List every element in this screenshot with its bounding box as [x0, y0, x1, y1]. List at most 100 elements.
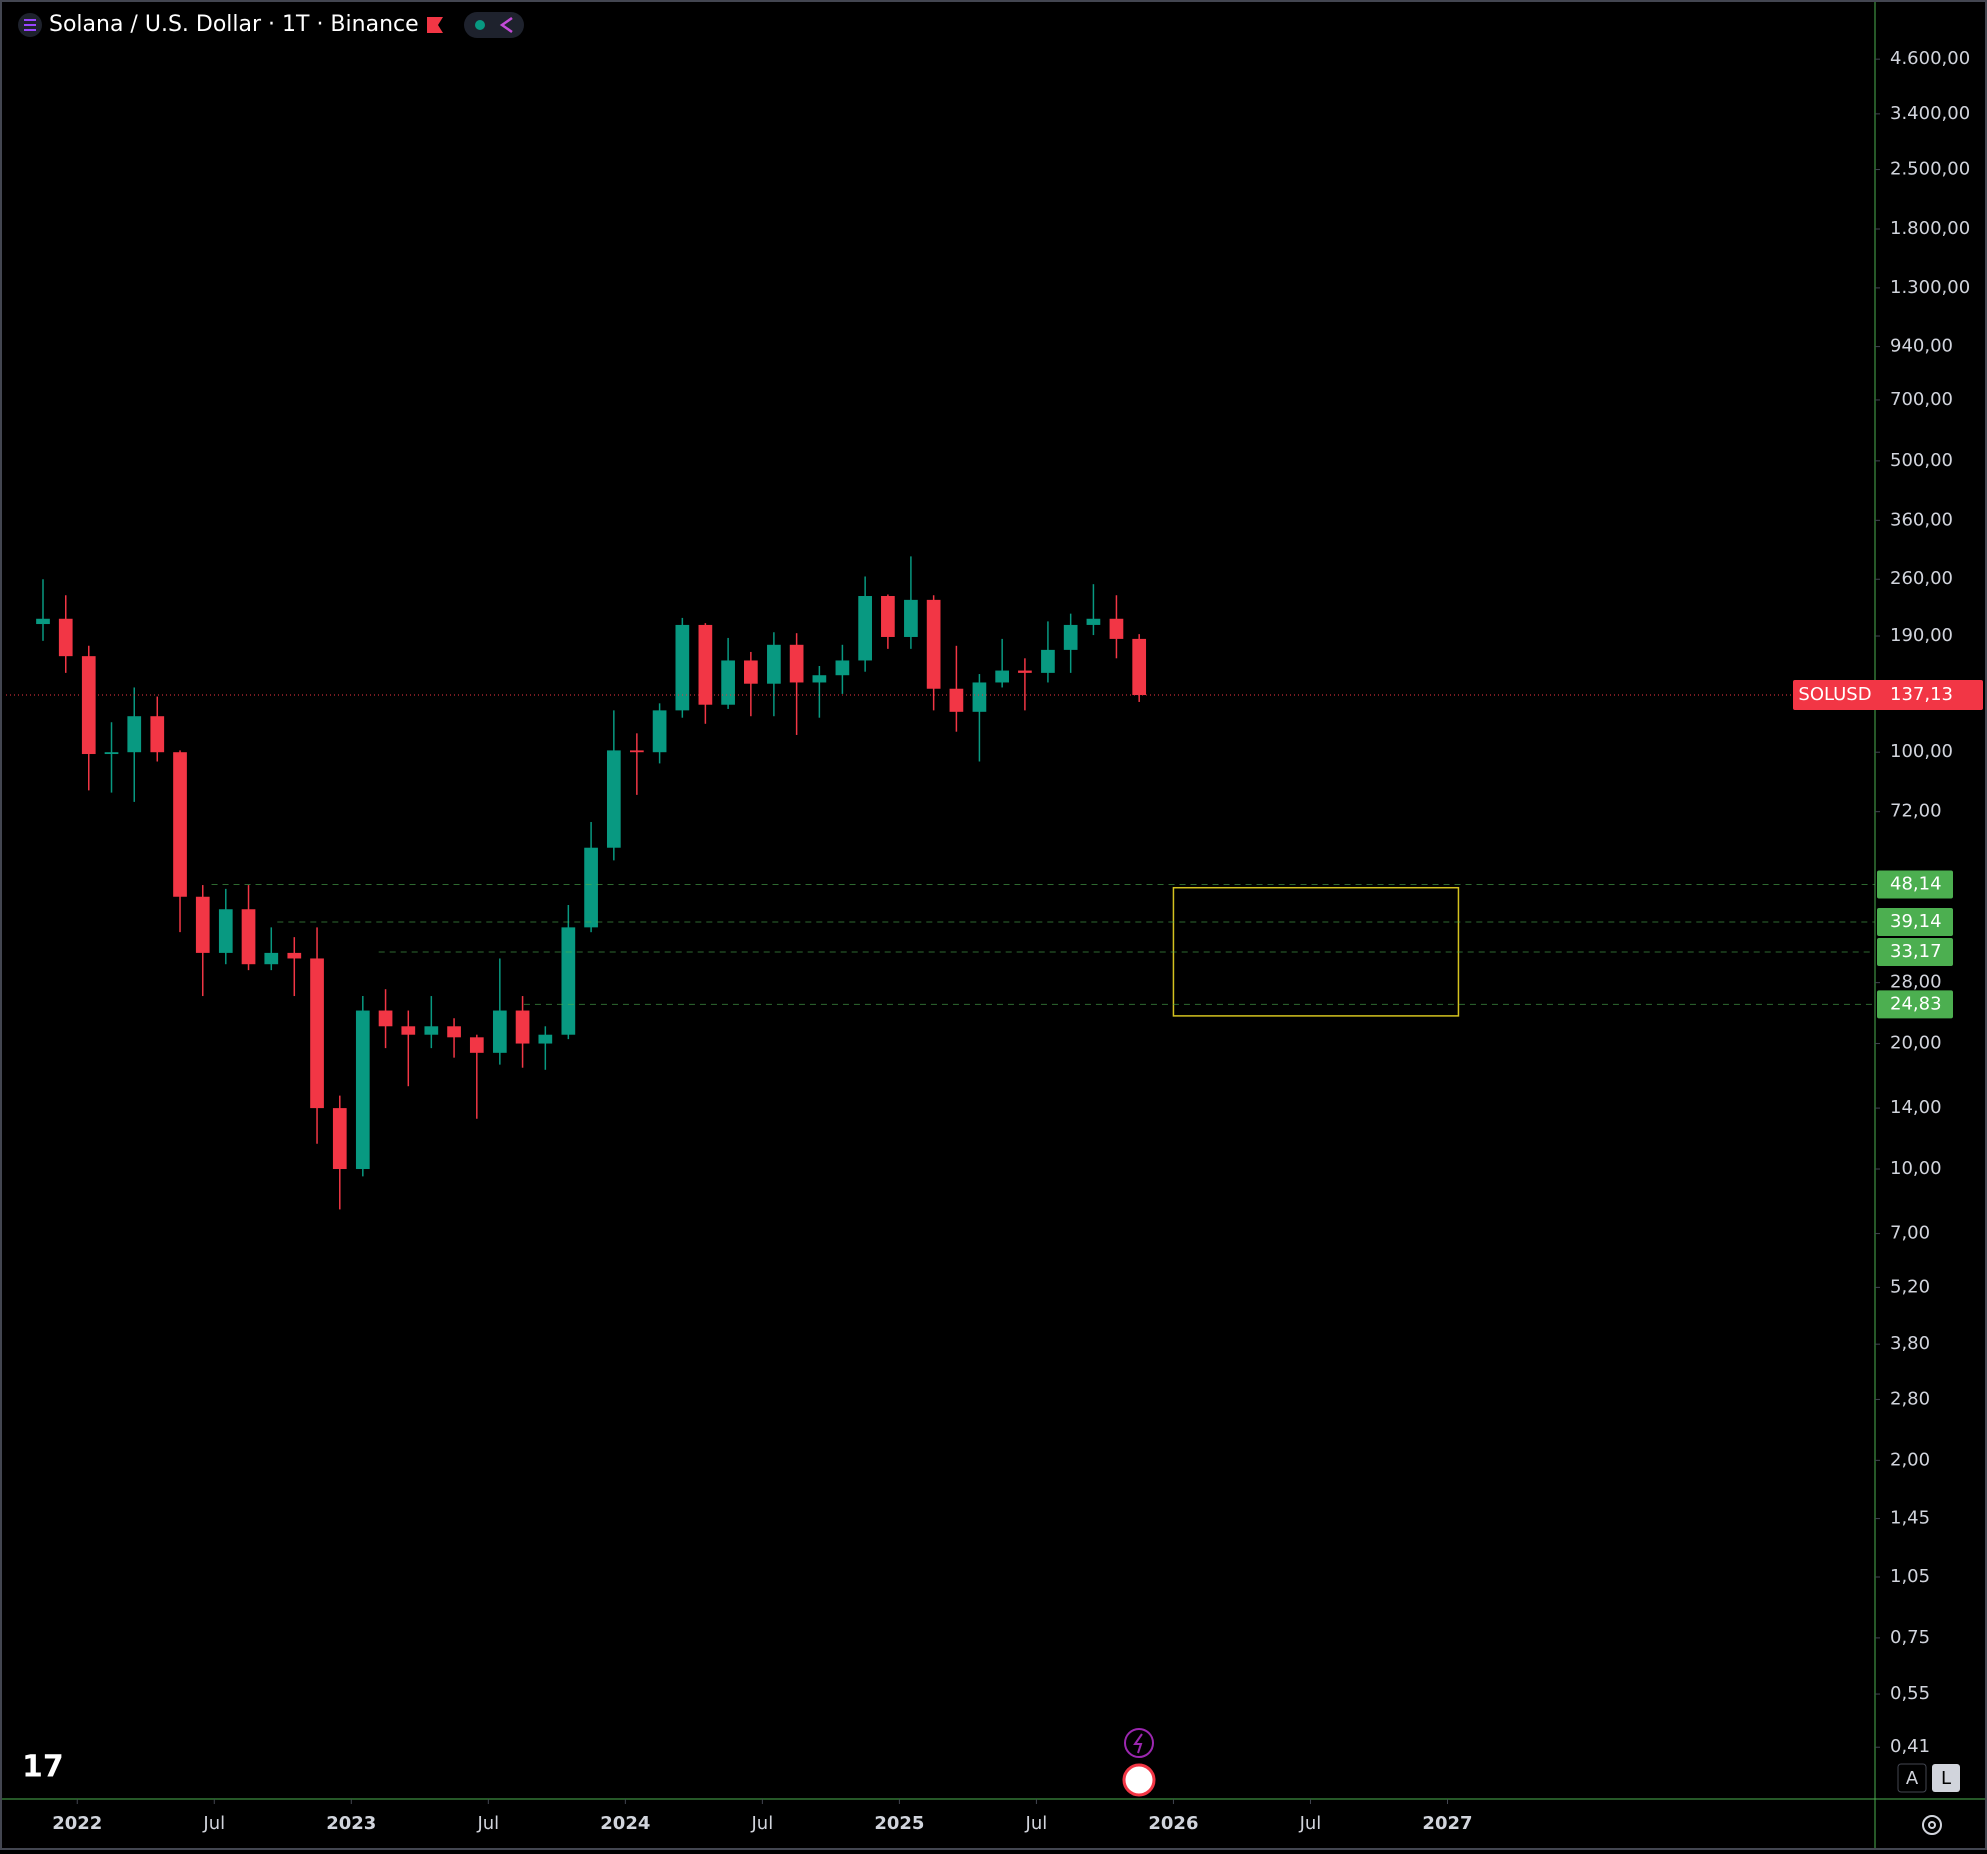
candle-body: [1041, 649, 1055, 673]
candle-body: [58, 618, 73, 657]
candle-body: [378, 1010, 393, 1027]
y-tick-label: 1,45: [1890, 1508, 1930, 1529]
candle-body: [630, 750, 644, 753]
y-tick-label: 1.800,00: [1890, 218, 1970, 239]
y-tick-label: 2,00: [1890, 1449, 1930, 1470]
y-tick-label: 2,80: [1890, 1388, 1930, 1409]
y-tick-label: 0,75: [1890, 1627, 1930, 1648]
y-tick-label: 500,00: [1890, 450, 1953, 471]
y-tick-label: 20,00: [1890, 1033, 1942, 1054]
x-tick-label: Jul: [476, 1813, 499, 1834]
candle-body: [698, 624, 713, 705]
candle-body: [515, 1010, 530, 1044]
x-tick-label: Jul: [751, 1813, 774, 1834]
last-price-tag: [1793, 680, 1983, 711]
candle-body: [150, 716, 165, 753]
candle-body: [447, 1026, 461, 1038]
x-tick-label: 2024: [600, 1813, 650, 1834]
y-tick-label: 0,41: [1890, 1736, 1930, 1757]
y-tick-label: 2.500,00: [1890, 159, 1970, 180]
y-tick-label: 1,05: [1890, 1566, 1930, 1587]
candle-body: [1018, 670, 1032, 673]
y-tick-label: 940,00: [1890, 336, 1953, 357]
log-button[interactable]: [1932, 1764, 1960, 1792]
candle-body: [721, 660, 735, 705]
candle-body: [881, 596, 895, 637]
y-tick-label: 4.600,00: [1890, 48, 1970, 69]
level-tag: [1877, 908, 1953, 937]
y-tick-label: 3.400,00: [1890, 103, 1970, 124]
last-price-label: 137,13: [1890, 684, 1953, 705]
candle-body: [1132, 638, 1147, 696]
x-tick-label: 2023: [326, 1813, 376, 1834]
candle-body: [173, 752, 187, 897]
y-tick-label: 7,00: [1890, 1223, 1930, 1244]
candle-body: [218, 909, 233, 953]
y-tick-label: 5,20: [1890, 1276, 1930, 1297]
candle-body: [1109, 618, 1124, 639]
flag-event-icon[interactable]: [1122, 1763, 1156, 1797]
symbol-icon: [18, 13, 42, 37]
event-icon[interactable]: [1124, 1728, 1154, 1758]
candle-body: [401, 1026, 416, 1035]
candle-body: [424, 1026, 439, 1035]
y-tick-label: 72,00: [1890, 801, 1942, 822]
last-price-name: SOLUSD: [1798, 684, 1871, 705]
candle-body: [652, 710, 667, 753]
auto-button[interactable]: [1897, 1763, 1927, 1793]
y-tick-label: 100,00: [1890, 741, 1953, 762]
candle-body: [241, 909, 256, 965]
candle-body: [1086, 618, 1101, 625]
status-dot: [475, 20, 485, 30]
candle-body: [584, 847, 598, 928]
chart-title: Solana / U.S. Dollar · 1T · Binance: [49, 12, 419, 37]
candle-body: [36, 618, 50, 625]
share-icon: [499, 16, 513, 34]
candle-body: [972, 682, 987, 712]
y-tick-label: 1.300,00: [1890, 277, 1970, 298]
tv-logo: 𝟭𝟳: [22, 1750, 64, 1785]
x-tick-label: 2022: [52, 1813, 102, 1834]
candle-body: [675, 624, 690, 711]
flag-icon: [427, 17, 443, 33]
candle-body: [1063, 624, 1078, 650]
x-tick-label: 2027: [1422, 1813, 1472, 1834]
status-pill[interactable]: [464, 12, 524, 38]
x-tick-label: Jul: [202, 1813, 225, 1834]
candle-body: [492, 1010, 507, 1053]
settings-icon[interactable]: [1922, 1815, 1942, 1835]
candle-body: [561, 927, 576, 1035]
candle-body: [995, 670, 1010, 683]
log-label: L: [1941, 1768, 1951, 1789]
candle-body: [332, 1108, 347, 1170]
y-tick-label: 360,00: [1890, 509, 1953, 530]
event-bolt: [1133, 1733, 1143, 1754]
x-tick-label: 2026: [1148, 1813, 1198, 1834]
x-tick-label: 2025: [874, 1813, 924, 1834]
candle-body: [538, 1034, 553, 1044]
y-tick-label: 0,55: [1890, 1683, 1930, 1704]
y-tick-label: 3,80: [1890, 1333, 1930, 1354]
x-tick-label: Jul: [1025, 1813, 1048, 1834]
candle-body: [287, 952, 302, 959]
candle-body: [858, 596, 872, 661]
level-label: 39,14: [1890, 911, 1942, 932]
level-label: 24,83: [1890, 993, 1942, 1014]
candle-body: [926, 599, 941, 689]
candle-body: [789, 644, 804, 683]
candle-body: [127, 716, 142, 753]
candle-body: [744, 660, 758, 684]
level-label: 48,14: [1890, 874, 1942, 895]
x-tick-label: Jul: [1299, 1813, 1322, 1834]
level-tag: [1877, 937, 1953, 966]
candle-body: [355, 1010, 370, 1170]
candle-body: [104, 752, 119, 755]
level-tag: [1877, 990, 1953, 1019]
candle-body: [264, 952, 279, 965]
candle-body: [767, 644, 781, 684]
y-tick-label: 260,00: [1890, 568, 1953, 589]
y-tick-label: 10,00: [1890, 1158, 1942, 1179]
candle-body: [949, 688, 964, 712]
level-label: 33,17: [1890, 941, 1942, 962]
candle-body: [606, 750, 621, 848]
